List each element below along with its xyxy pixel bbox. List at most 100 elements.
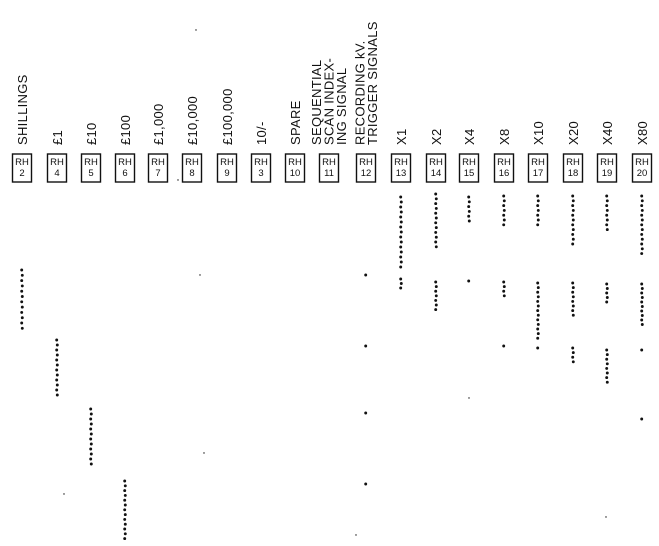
signal-dot-26-7 (640, 228, 644, 232)
signal-dot-17-4 (536, 213, 540, 217)
signal-dot-27-8 (640, 318, 644, 322)
signal-dot-8-2 (399, 205, 403, 209)
signal-dot-2-2 (89, 417, 93, 421)
rh-box-c17 (562, 153, 584, 183)
column-labels: SHILLINGS £1 £10 £100 £1,000 £10,000 £100,000 1… (15, 21, 650, 145)
signal-dot-21-3 (571, 295, 575, 299)
signal-dot-15-2 (502, 289, 506, 293)
signal-dot-8-10 (399, 245, 403, 249)
signal-dot-20-9 (571, 237, 575, 241)
signal-dot-25-4 (605, 366, 609, 370)
rh-box-c19 (631, 153, 653, 183)
signal-dot-23-3 (605, 208, 609, 212)
signal-dot-23-5 (605, 218, 609, 222)
signal-dot-14-3 (502, 208, 506, 212)
signal-dot-0-4 (20, 289, 24, 293)
rh-box-c12 (390, 153, 412, 183)
signal-dot-23-6 (605, 223, 609, 227)
signal-dot-17-3 (536, 208, 540, 212)
rh-box-text-c3-1: 5 (88, 168, 93, 179)
column-label-c17-line-0: X20 (566, 121, 581, 145)
rh-box-text-c17-1: 18 (568, 168, 579, 179)
signal-dot-18-10 (536, 327, 540, 331)
rh-box-c10 (318, 153, 340, 183)
signal-dot-25-0 (605, 348, 609, 352)
signal-dot-1-9 (55, 383, 59, 387)
rh-box-text-c1-1: 2 (19, 168, 24, 179)
rh-box-text-c9-0: RH (288, 157, 302, 168)
signal-dot-26-6 (640, 223, 644, 227)
column-label-c19-line-0: X80 (635, 121, 650, 145)
signal-dot-3-8 (123, 517, 127, 521)
signal-dot-29-0 (640, 417, 644, 421)
signal-dot-8-14 (399, 265, 403, 269)
signal-dot-18-1 (536, 286, 540, 290)
signal-dot-0-2 (20, 279, 24, 283)
signal-dot-18-4 (536, 299, 540, 303)
column-label-c16-line-0: X10 (531, 121, 546, 145)
signal-dot-25-1 (605, 353, 609, 357)
signal-dot-24-2 (605, 291, 609, 295)
signal-dot-20-4 (571, 213, 575, 217)
column-label-c12-line-0: X1 (394, 128, 409, 145)
signal-dot-20-2 (571, 204, 575, 208)
signal-dot-3-2 (123, 489, 127, 493)
signal-dot-22-2 (571, 355, 575, 359)
signal-dot-11-4 (434, 298, 438, 302)
signal-dot-12-1 (467, 200, 471, 204)
signal-dot-18-11 (536, 332, 540, 336)
signal-dot-18-12 (536, 336, 540, 340)
rh-box-text-c16-1: 17 (533, 168, 544, 179)
signal-dot-1-1 (55, 343, 59, 347)
signal-dot-17-0 (536, 194, 540, 198)
signal-dot-4-0 (364, 273, 368, 277)
signal-dot-21-4 (571, 299, 575, 303)
rh-box-text-c12-1: 13 (396, 168, 407, 179)
speck-7 (177, 179, 179, 181)
signal-dot-18-0 (536, 281, 540, 285)
signal-dot-10-0 (434, 192, 438, 196)
signal-dot-16-0 (502, 344, 506, 348)
signal-dot-27-2 (640, 291, 644, 295)
column-label-c11-line-1: TRIGGER SIGNALS (365, 21, 380, 145)
rh-box-text-c3-0: RH (84, 157, 98, 168)
signal-dot-27-7 (640, 314, 644, 317)
rh-box-text-c6-0: RH (185, 157, 199, 168)
rh-box-c18 (596, 153, 618, 183)
rh-box-text-c16-0: RH (531, 157, 545, 168)
signal-dot-8-9 (399, 240, 403, 244)
rh-box-text-c5-0: RH (151, 157, 165, 168)
signal-dot-26-4 (640, 213, 644, 217)
signal-dot-2-8 (89, 447, 93, 451)
rh-box-text-c19-1: 20 (637, 168, 648, 179)
signal-dot-18-8 (536, 318, 540, 322)
signal-dot-pattern (20, 29, 644, 541)
signal-dot-21-1 (571, 286, 575, 290)
signal-dot-3-1 (123, 484, 127, 488)
signal-dot-2-0 (89, 407, 93, 411)
signal-dot-10-5 (434, 216, 438, 220)
rh-box-text-c4-1: 6 (122, 168, 127, 179)
rh-box-text-c10-1: 11 (324, 168, 334, 179)
signal-dot-26-0 (640, 194, 644, 198)
signal-dot-14-5 (502, 218, 506, 222)
signal-dot-3-10 (123, 527, 127, 531)
signal-dot-26-12 (640, 252, 644, 256)
rh-box-text-c8-1: 3 (258, 168, 263, 179)
signal-dot-18-7 (536, 313, 540, 317)
signal-dot-0-0 (20, 268, 24, 272)
signal-dot-27-4 (640, 300, 644, 304)
signal-dot-1-2 (55, 348, 59, 352)
signal-dot-11-6 (434, 308, 438, 312)
column-label-c10-line-2: ING SIGNAL (334, 68, 349, 145)
signal-dot-26-11 (640, 247, 644, 251)
signal-dot-20-5 (571, 218, 575, 222)
column-label-c13-line-0: X2 (429, 128, 444, 145)
signal-dot-27-9 (640, 323, 644, 326)
rh-box-text-c6-1: 8 (189, 168, 194, 179)
speck-4 (468, 397, 470, 399)
signal-dot-18-2 (536, 290, 540, 294)
signal-dot-20-1 (571, 199, 575, 203)
signal-dot-11-3 (434, 294, 438, 298)
